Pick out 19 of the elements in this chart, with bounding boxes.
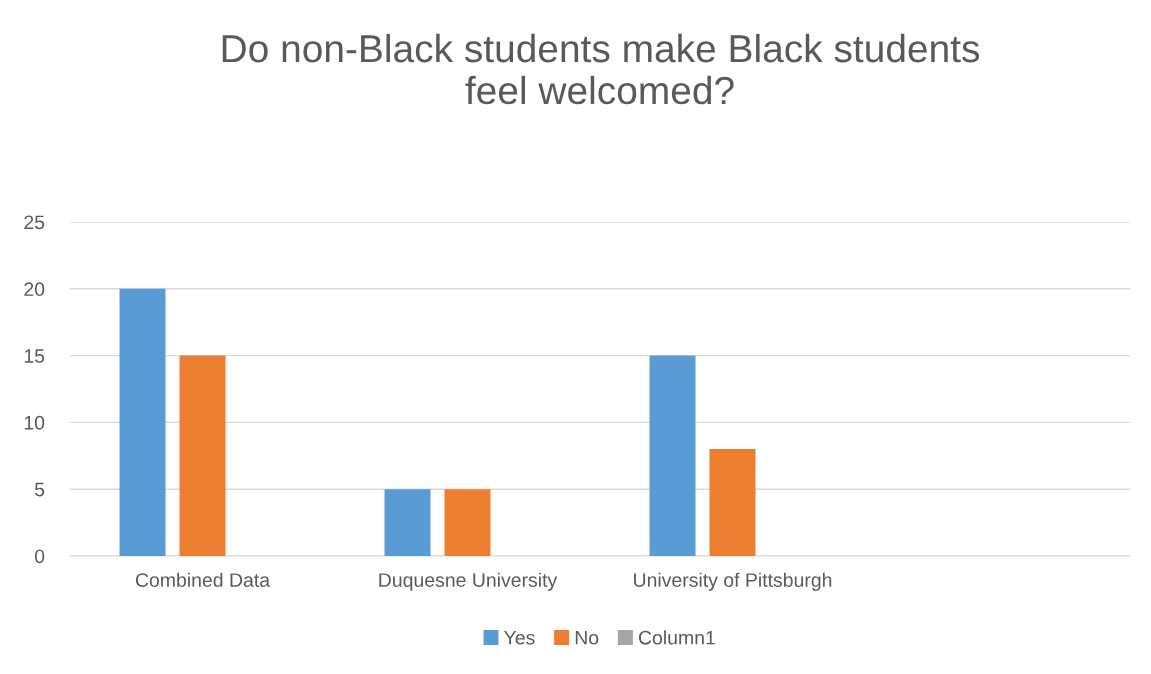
bar bbox=[709, 449, 756, 556]
x-tick-label: University of Pittsburgh bbox=[634, 572, 832, 591]
bar bbox=[649, 355, 696, 556]
y-tick-label: 0 bbox=[34, 549, 45, 564]
y-tick-label: 10 bbox=[24, 415, 45, 430]
bar bbox=[384, 489, 431, 556]
y-tick-label: 5 bbox=[34, 482, 45, 497]
legend-label: No bbox=[575, 630, 599, 645]
x-tick-label: Combined Data bbox=[135, 572, 271, 587]
y-tick-label: 15 bbox=[24, 349, 45, 363]
y-tick-label: 20 bbox=[24, 282, 45, 297]
chart-title: Do non-Black students make Black students feel welcomed? bbox=[222, 33, 980, 105]
legend-label: Column1 bbox=[638, 630, 715, 645]
x-tick-label: Duquesne University bbox=[379, 572, 558, 591]
y-tick-label: 25 bbox=[24, 215, 45, 230]
legend-label: Yes bbox=[504, 630, 535, 645]
bar bbox=[179, 355, 226, 556]
bar bbox=[444, 489, 491, 556]
bar bbox=[119, 288, 166, 556]
